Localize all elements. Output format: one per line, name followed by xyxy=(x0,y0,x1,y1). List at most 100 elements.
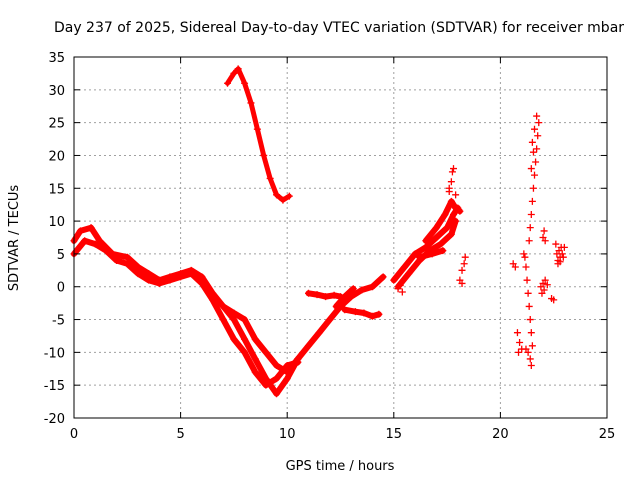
data-point xyxy=(556,258,564,266)
y-tick-label: -15 xyxy=(44,379,65,394)
data-point xyxy=(456,207,464,215)
data-point xyxy=(437,240,445,248)
data-point xyxy=(305,342,313,350)
data-point xyxy=(230,69,238,77)
data-point xyxy=(76,227,84,235)
data-point xyxy=(516,339,524,347)
data-point xyxy=(230,316,238,324)
data-point xyxy=(527,165,535,173)
data-point xyxy=(461,253,469,261)
data-point xyxy=(102,247,110,255)
data-point xyxy=(81,237,89,245)
series-scatter-2 xyxy=(394,281,406,296)
data-point xyxy=(441,211,449,219)
data-point xyxy=(526,224,534,232)
data-point xyxy=(540,227,548,235)
series-rising-track-3 xyxy=(422,197,464,245)
data-point xyxy=(528,342,536,350)
data-point xyxy=(432,224,440,232)
data-point xyxy=(550,296,558,304)
data-point xyxy=(145,270,153,278)
series-mid-segment-c xyxy=(332,285,357,310)
data-point xyxy=(531,125,539,133)
data-point xyxy=(533,112,541,120)
data-point xyxy=(541,237,549,245)
data-point xyxy=(452,204,460,212)
x-tick-label: 15 xyxy=(386,427,403,442)
data-point xyxy=(422,243,430,251)
data-point xyxy=(449,211,457,219)
data-point xyxy=(525,237,533,245)
data-point xyxy=(460,260,468,268)
data-point xyxy=(532,158,540,166)
x-tick-label: 0 xyxy=(70,427,78,442)
data-point xyxy=(247,99,255,107)
data-point xyxy=(543,281,551,289)
data-point xyxy=(458,279,466,287)
data-point xyxy=(449,165,457,173)
series-rising-track-1 xyxy=(390,204,462,284)
data-point xyxy=(273,191,281,199)
data-point xyxy=(358,286,366,294)
data-point xyxy=(198,273,206,281)
data-point xyxy=(375,310,383,318)
series-upper-arc xyxy=(224,65,293,204)
y-tick-label: 30 xyxy=(48,84,65,99)
series-dense-track-2 xyxy=(70,237,302,389)
data-point xyxy=(241,348,249,356)
data-point xyxy=(351,308,359,316)
data-point xyxy=(447,230,455,238)
data-point xyxy=(273,361,281,369)
data-point xyxy=(452,191,460,199)
data-point xyxy=(87,224,95,232)
data-point xyxy=(520,250,528,258)
data-point xyxy=(262,348,270,356)
data-point xyxy=(415,253,423,261)
x-tick-label: 20 xyxy=(492,427,509,442)
data-point xyxy=(315,329,323,337)
data-point xyxy=(251,355,259,363)
data-point xyxy=(294,355,302,363)
data-point xyxy=(260,151,268,159)
data-point xyxy=(241,79,249,87)
data-point xyxy=(96,237,104,245)
data-point xyxy=(273,375,281,383)
data-point xyxy=(527,329,535,337)
y-tick-label: 10 xyxy=(48,215,65,230)
data-point xyxy=(526,355,534,363)
data-point xyxy=(241,335,249,343)
data-point xyxy=(396,281,404,289)
data-point xyxy=(445,188,453,196)
data-point xyxy=(515,348,523,356)
data-point xyxy=(439,247,447,255)
data-point xyxy=(534,132,542,140)
series-scatter-5 xyxy=(537,227,558,304)
data-point xyxy=(349,285,357,293)
data-point xyxy=(535,119,543,127)
grid xyxy=(74,57,607,418)
data-point xyxy=(526,316,534,324)
data-point xyxy=(251,368,259,376)
series-mid-segment-a xyxy=(305,289,344,301)
y-tick-label: -5 xyxy=(52,314,65,329)
x-axis-label: GPS time / hours xyxy=(286,459,395,474)
data-point xyxy=(91,240,99,248)
data-point xyxy=(187,270,195,278)
y-tick-label: 20 xyxy=(48,149,65,164)
data-point xyxy=(123,253,131,261)
data-point xyxy=(341,306,349,314)
data-point xyxy=(330,291,338,299)
data-point xyxy=(405,270,413,278)
data-point xyxy=(177,273,185,281)
series-scatter-6 xyxy=(552,240,568,268)
data-point xyxy=(219,302,227,310)
data-point xyxy=(230,309,238,317)
y-tick-label: 5 xyxy=(57,248,65,263)
data-point xyxy=(538,289,546,297)
x-tick-label: 25 xyxy=(599,427,616,442)
data-point xyxy=(279,196,287,204)
data-point xyxy=(273,390,281,398)
y-tick-label: 35 xyxy=(48,51,65,66)
